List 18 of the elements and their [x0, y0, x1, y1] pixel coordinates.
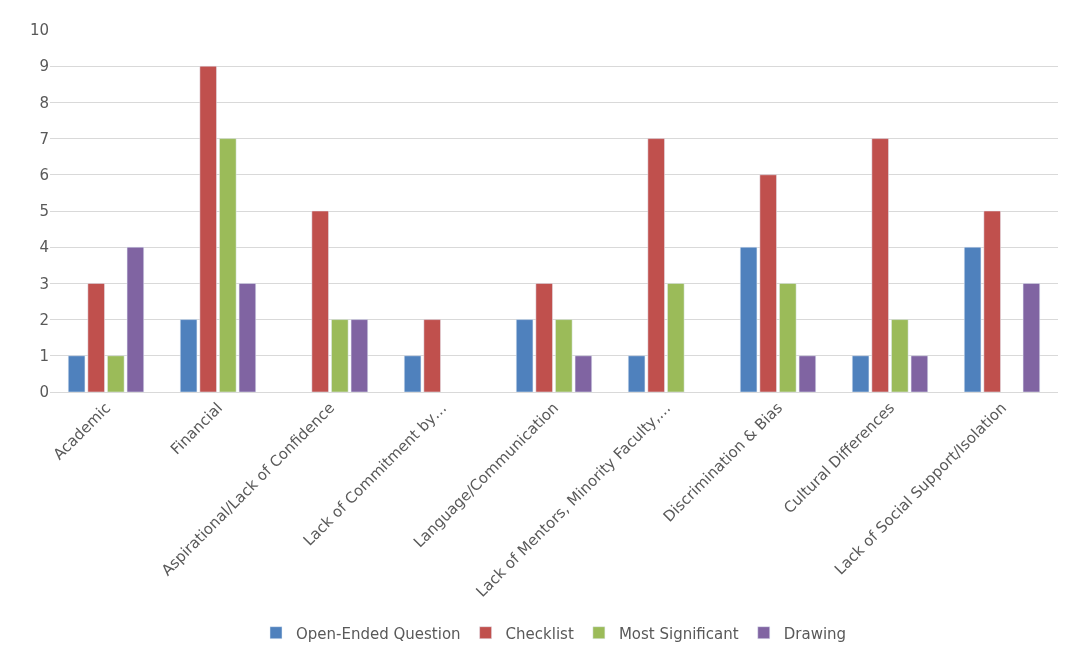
bar [311, 210, 329, 392]
legend-label: Most Significant [618, 624, 739, 643]
legend-label: Drawing [783, 624, 847, 643]
y-tick-label: 7 [39, 129, 49, 148]
y-tick-label: 5 [39, 202, 49, 221]
y-tick-label: 0 [39, 383, 49, 402]
y-tick-label: 4 [39, 238, 49, 257]
legend-label: Open-Ended Question [296, 624, 461, 643]
bar [667, 283, 685, 392]
y-tick-label: 8 [39, 93, 49, 112]
y-tick-label: 1 [39, 347, 49, 366]
y-tick-label: 2 [39, 310, 49, 329]
y-tick-label: 9 [39, 57, 49, 76]
legend-label: Checklist [505, 624, 574, 643]
y-tick-label: 3 [39, 274, 49, 293]
y-tick-label: 6 [39, 166, 49, 185]
y-tick-label: 10 [29, 21, 49, 40]
bar [1022, 283, 1040, 392]
